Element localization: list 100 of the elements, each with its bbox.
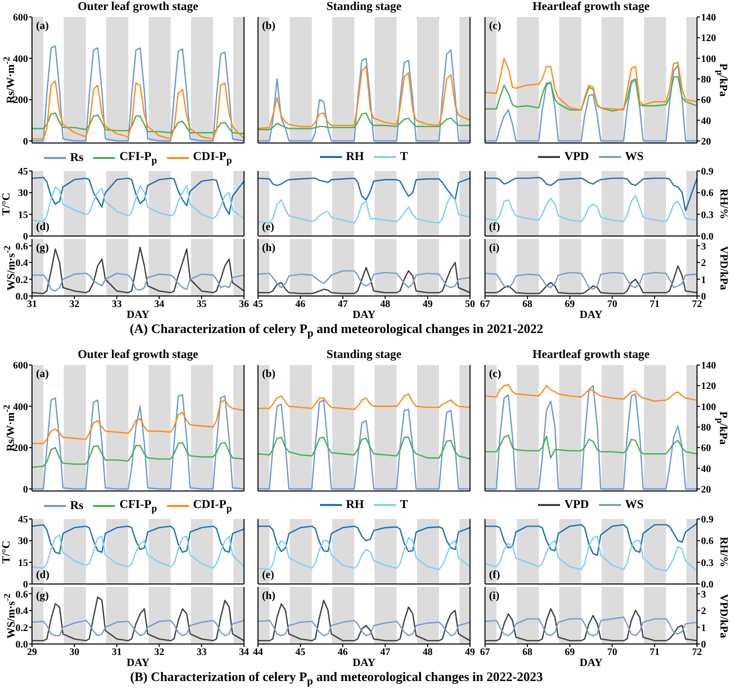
annotation: (e) bbox=[262, 569, 274, 581]
x-tick-label: 45 bbox=[295, 647, 306, 658]
y2-tick-label: 0 bbox=[701, 292, 706, 303]
line-series bbox=[32, 184, 244, 222]
x-tick-label: 71 bbox=[650, 647, 660, 658]
y-tick-label: 400 bbox=[13, 402, 28, 413]
y-tick-label: 600 bbox=[13, 360, 28, 372]
y-tick-label: 0.2 bbox=[16, 622, 28, 634]
y2-tick-label: 140 bbox=[701, 360, 716, 372]
x-tick-label: 46 bbox=[338, 647, 348, 658]
y-tick-label: 30 bbox=[18, 536, 28, 548]
y-tick-label: 45 bbox=[18, 514, 28, 526]
chart-title: Outer leaf growth stage bbox=[78, 0, 198, 13]
y2-tick-label: 0.9 bbox=[701, 166, 714, 178]
y2-tick-label: 140 bbox=[701, 12, 716, 24]
x-tick-label: 32 bbox=[154, 647, 164, 658]
x-tick-label: 30 bbox=[69, 647, 80, 658]
x-tick-label: 46 bbox=[295, 299, 306, 310]
y-tick-label: 0.0 bbox=[16, 292, 28, 303]
x-tick-label: 68 bbox=[522, 647, 532, 658]
y2-tick-label: 40 bbox=[701, 464, 711, 475]
y-axis-title: T/°C bbox=[0, 192, 12, 215]
annotation: (e) bbox=[262, 221, 274, 233]
annotation: (a) bbox=[36, 368, 49, 380]
y-tick-label: 15 bbox=[18, 210, 28, 221]
text: (B) Characterization of celery P$_{p}$ and meteorological changes in 2022-2023 bbox=[130, 669, 543, 688]
x-tick-label: 49 bbox=[465, 647, 475, 658]
legend-label: CFI-P$_{p}$ bbox=[119, 149, 157, 166]
y-tick-label: 15 bbox=[18, 558, 28, 569]
y2-tick-label: 60 bbox=[701, 95, 711, 106]
y-tick-label: 0.6 bbox=[16, 241, 28, 252]
y-tick-label: 0.2 bbox=[16, 274, 28, 286]
x-axis-title: DAY bbox=[580, 309, 602, 321]
legend-label: Rs bbox=[70, 498, 84, 514]
chart-title: Standing stage bbox=[326, 347, 402, 361]
x-tick-label: 68 bbox=[522, 299, 532, 310]
y2-tick-label: 120 bbox=[701, 33, 716, 44]
x-tick-label: 34 bbox=[154, 299, 164, 310]
x-tick-label: 44 bbox=[253, 647, 263, 658]
x-axis-title: DAY bbox=[126, 309, 150, 321]
line-series bbox=[32, 620, 244, 636]
annotation: (i) bbox=[489, 242, 500, 254]
annotation: (b) bbox=[262, 368, 276, 380]
annotation: (b) bbox=[262, 20, 276, 32]
legend-label: Rs bbox=[70, 150, 84, 166]
legend-label: WS bbox=[624, 497, 644, 512]
y-tick-label: 45 bbox=[18, 166, 28, 178]
x-axis-title: DAY bbox=[352, 657, 376, 669]
annotation: (c) bbox=[489, 20, 502, 32]
y2-axis-title: RH/% bbox=[717, 188, 729, 219]
y2-tick-label: 0.0 bbox=[701, 232, 714, 243]
line-series bbox=[485, 522, 697, 556]
x-tick-label: 72 bbox=[692, 299, 702, 310]
y2-tick-label: 1 bbox=[701, 622, 706, 634]
legend-label: CFI-P$_{p}$ bbox=[119, 497, 157, 514]
legend-label: T bbox=[400, 497, 408, 512]
x-tick-label: 45 bbox=[253, 299, 263, 310]
x-tick-label: 71 bbox=[650, 299, 660, 310]
annotation: (a) bbox=[36, 20, 49, 32]
x-tick-label: 33 bbox=[112, 299, 122, 310]
x-tick-label: 49 bbox=[422, 299, 433, 310]
y-tick-label: 0 bbox=[23, 484, 28, 496]
y2-tick-label: 3 bbox=[701, 241, 706, 252]
x-axis-title: DAY bbox=[126, 657, 150, 669]
x-tick-label: 48 bbox=[422, 647, 433, 658]
y2-tick-label: 20 bbox=[701, 484, 711, 496]
annotation: (g) bbox=[36, 590, 49, 602]
annotation: (g) bbox=[36, 242, 49, 254]
chart-title: Heartleaf growth stage bbox=[532, 347, 650, 361]
x-tick-label: 48 bbox=[380, 299, 390, 310]
x-tick-label: 72 bbox=[692, 647, 702, 658]
y2-tick-label: 120 bbox=[701, 381, 716, 392]
legend-label: VPD bbox=[564, 149, 589, 164]
y2-tick-label: 0 bbox=[701, 640, 706, 651]
x-tick-label: 29 bbox=[27, 647, 37, 658]
y2-tick-label: 100 bbox=[701, 54, 716, 65]
y2-tick-label: 2 bbox=[701, 258, 706, 270]
y2-axis-title: VPD/kPa bbox=[717, 246, 729, 290]
line-series bbox=[485, 608, 697, 642]
x-tick-label: 67 bbox=[480, 299, 490, 310]
y2-tick-label: 3 bbox=[701, 589, 706, 600]
y-tick-label: 0.4 bbox=[16, 258, 28, 270]
x-tick-label: 32 bbox=[69, 299, 80, 310]
chart-title: Outer leaf growth stage bbox=[78, 347, 198, 361]
legend-label: RH bbox=[346, 149, 364, 164]
y2-tick-label: 0.6 bbox=[701, 188, 714, 200]
y-tick-label: 0.6 bbox=[16, 589, 28, 600]
y-tick-label: 0 bbox=[23, 580, 28, 591]
line-series bbox=[32, 534, 244, 569]
text: (A) Characterization of celery P$_{p}$ and meteorological changes in 2021-2022 bbox=[130, 321, 544, 340]
legend-label: RH bbox=[346, 497, 364, 512]
annotation: (f) bbox=[489, 221, 500, 233]
legend-label: WS bbox=[624, 149, 644, 164]
chart-title: Heartleaf growth stage bbox=[532, 0, 650, 13]
x-tick-label: 36 bbox=[239, 299, 249, 310]
annotation: (d) bbox=[36, 569, 50, 581]
legend-label: CDI-P$_{p}$ bbox=[193, 149, 232, 166]
x-tick-label: 50 bbox=[465, 299, 475, 310]
line-series bbox=[485, 58, 697, 111]
y2-tick-label: 0.3 bbox=[701, 210, 714, 221]
